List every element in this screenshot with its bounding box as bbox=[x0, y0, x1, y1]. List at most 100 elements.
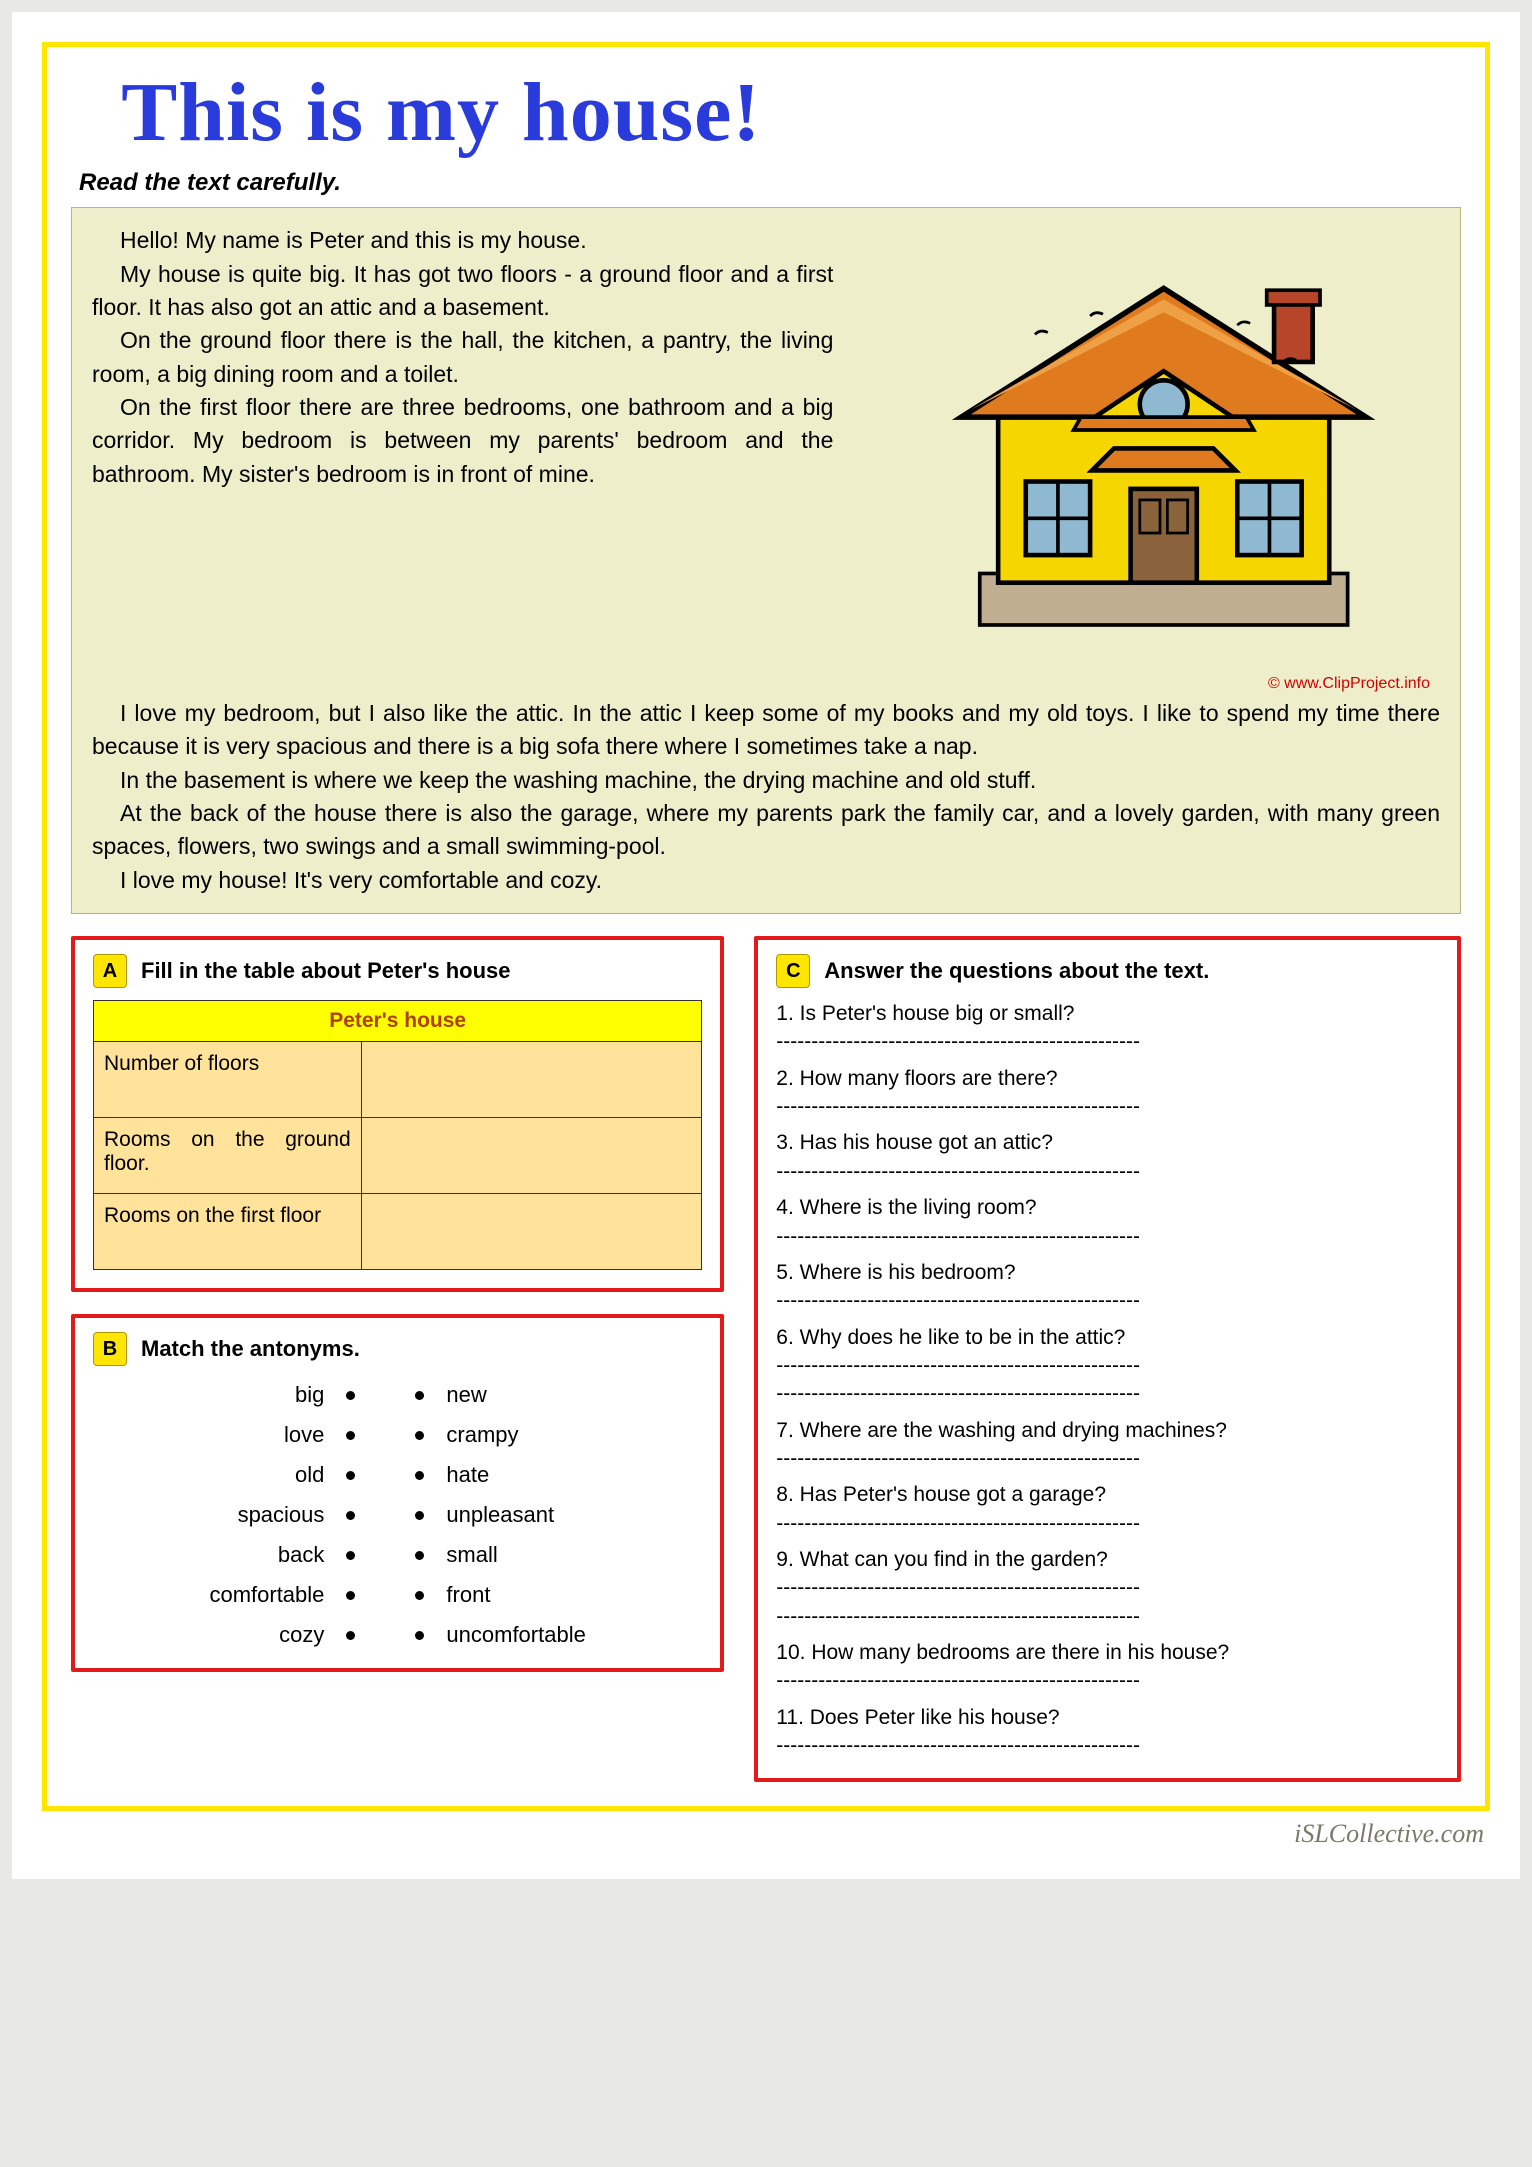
dot-icon[interactable] bbox=[415, 1591, 424, 1600]
dot-icon[interactable] bbox=[346, 1551, 355, 1560]
questions-list: 1. Is Peter's house big or small? ------… bbox=[776, 1000, 1439, 1760]
dot-icon[interactable] bbox=[415, 1631, 424, 1640]
exercises-row: A Fill in the table about Peter's house … bbox=[71, 936, 1461, 1782]
dot-icon[interactable] bbox=[415, 1511, 424, 1520]
answer-blank[interactable]: ----------------------------------------… bbox=[776, 1667, 1439, 1695]
answer-blank[interactable]: ----------------------------------------… bbox=[776, 1445, 1439, 1473]
antonym-left-item: comfortable bbox=[209, 1582, 355, 1608]
dot-icon[interactable] bbox=[346, 1391, 355, 1400]
answer-blank[interactable]: ----------------------------------------… bbox=[776, 1380, 1439, 1408]
question-item: 10. How many bedrooms are there in his h… bbox=[776, 1639, 1439, 1667]
reading-p6: In the basement is where we keep the was… bbox=[92, 764, 1440, 797]
exercises-left-column: A Fill in the table about Peter's house … bbox=[71, 936, 724, 1782]
answer-blank[interactable]: ----------------------------------------… bbox=[776, 1093, 1439, 1121]
table-header: Peter's house bbox=[94, 1001, 702, 1042]
title-column: This is my house! Read the text carefull… bbox=[71, 67, 822, 197]
panel-a: A Fill in the table about Peter's house … bbox=[71, 936, 724, 1292]
panel-b-badge: B bbox=[93, 1332, 127, 1366]
answer-blank[interactable]: ----------------------------------------… bbox=[776, 1574, 1439, 1602]
peters-house-table: Peter's house Number of floors Rooms on … bbox=[93, 1000, 702, 1270]
dot-icon[interactable] bbox=[415, 1551, 424, 1560]
question-item: 3. Has his house got an attic? bbox=[776, 1129, 1439, 1157]
antonym-right-item: front bbox=[415, 1582, 585, 1608]
dot-icon[interactable] bbox=[346, 1631, 355, 1640]
house-icon bbox=[851, 224, 1440, 665]
dot-icon[interactable] bbox=[415, 1431, 424, 1440]
reading-p4: On the first floor there are three bedro… bbox=[92, 391, 833, 491]
dot-icon[interactable] bbox=[415, 1391, 424, 1400]
antonym-left-item: spacious bbox=[209, 1502, 355, 1528]
dot-icon[interactable] bbox=[346, 1431, 355, 1440]
reading-passage: Hello! My name is Peter and this is my h… bbox=[71, 207, 1461, 914]
antonym-left-item: back bbox=[209, 1542, 355, 1568]
reading-p8: I love my house! It's very comfortable a… bbox=[92, 864, 1440, 897]
page-subtitle: Read the text carefully. bbox=[71, 169, 812, 197]
answer-blank[interactable]: ----------------------------------------… bbox=[776, 1223, 1439, 1251]
reading-p7: At the back of the house there is also t… bbox=[92, 797, 1440, 864]
panel-b: B Match the antonyms. big love old spaci… bbox=[71, 1314, 724, 1672]
answer-blank[interactable]: ----------------------------------------… bbox=[776, 1510, 1439, 1538]
header-row: This is my house! Read the text carefull… bbox=[71, 67, 1461, 197]
exercises-right-column: C Answer the questions about the text. 1… bbox=[754, 936, 1461, 1782]
table-answer-ground[interactable] bbox=[361, 1118, 702, 1194]
antonym-right-item: hate bbox=[415, 1462, 585, 1488]
antonym-right-item: crampy bbox=[415, 1422, 585, 1448]
question-item: 1. Is Peter's house big or small? bbox=[776, 1000, 1439, 1028]
table-row: Rooms on the first floor bbox=[94, 1194, 702, 1270]
reading-p1: Hello! My name is Peter and this is my h… bbox=[92, 224, 833, 257]
panel-a-badge: A bbox=[93, 954, 127, 988]
antonyms-right-list: new crampy hate unpleasant small front u… bbox=[415, 1382, 585, 1648]
reading-p5: I love my bedroom, but I also like the a… bbox=[92, 697, 1440, 764]
panel-c-title: Answer the questions about the text. bbox=[824, 958, 1209, 984]
answer-blank[interactable]: ----------------------------------------… bbox=[776, 1732, 1439, 1760]
page-title: This is my house! bbox=[71, 67, 812, 159]
table-label-ground: Rooms on the ground floor. bbox=[94, 1118, 362, 1194]
answer-blank[interactable]: ----------------------------------------… bbox=[776, 1603, 1439, 1631]
answer-blank[interactable]: ----------------------------------------… bbox=[776, 1287, 1439, 1315]
panel-a-title: Fill in the table about Peter's house bbox=[141, 958, 511, 984]
reading-left-column: Hello! My name is Peter and this is my h… bbox=[92, 224, 833, 695]
panel-b-title: Match the antonyms. bbox=[141, 1336, 360, 1362]
question-item: 7. Where are the washing and drying mach… bbox=[776, 1417, 1439, 1445]
table-row: Number of floors bbox=[94, 1042, 702, 1118]
antonym-right-item: new bbox=[415, 1382, 585, 1408]
dot-icon[interactable] bbox=[346, 1591, 355, 1600]
antonym-right-item: uncomfortable bbox=[415, 1622, 585, 1648]
yellow-border-frame: This is my house! Read the text carefull… bbox=[42, 42, 1490, 1811]
dot-icon[interactable] bbox=[346, 1471, 355, 1480]
antonym-left-item: big bbox=[209, 1382, 355, 1408]
answer-blank[interactable]: ----------------------------------------… bbox=[776, 1028, 1439, 1056]
question-item: 8. Has Peter's house got a garage? bbox=[776, 1481, 1439, 1509]
panel-c: C Answer the questions about the text. 1… bbox=[754, 936, 1461, 1782]
dot-icon[interactable] bbox=[415, 1471, 424, 1480]
table-row: Rooms on the ground floor. bbox=[94, 1118, 702, 1194]
question-item: 9. What can you find in the garden? bbox=[776, 1546, 1439, 1574]
worksheet-page: This is my house! Read the text carefull… bbox=[12, 12, 1520, 1879]
table-answer-first[interactable] bbox=[361, 1194, 702, 1270]
footer-credit: iSLCollective.com bbox=[42, 1819, 1490, 1849]
table-label-first: Rooms on the first floor bbox=[94, 1194, 362, 1270]
antonym-left-item: old bbox=[209, 1462, 355, 1488]
question-item: 11. Does Peter like his house? bbox=[776, 1704, 1439, 1732]
table-answer-floors[interactable] bbox=[361, 1042, 702, 1118]
reading-p2: My house is quite big. It has got two fl… bbox=[92, 258, 833, 325]
antonym-left-item: cozy bbox=[209, 1622, 355, 1648]
antonyms-left-list: big love old spacious back comfortable c… bbox=[209, 1382, 355, 1648]
answer-blank[interactable]: ----------------------------------------… bbox=[776, 1158, 1439, 1186]
antonym-right-item: small bbox=[415, 1542, 585, 1568]
dot-icon[interactable] bbox=[346, 1511, 355, 1520]
question-item: 4. Where is the living room? bbox=[776, 1194, 1439, 1222]
answer-blank[interactable]: ----------------------------------------… bbox=[776, 1352, 1439, 1380]
antonym-left-item: love bbox=[209, 1422, 355, 1448]
question-item: 6. Why does he like to be in the attic? bbox=[776, 1324, 1439, 1352]
panel-c-badge: C bbox=[776, 954, 810, 988]
table-label-floors: Number of floors bbox=[94, 1042, 362, 1118]
question-item: 5. Where is his bedroom? bbox=[776, 1259, 1439, 1287]
antonyms-match: big love old spacious back comfortable c… bbox=[93, 1378, 702, 1650]
question-item: 2. How many floors are there? bbox=[776, 1065, 1439, 1093]
antonym-right-item: unpleasant bbox=[415, 1502, 585, 1528]
reading-p3: On the ground floor there is the hall, t… bbox=[92, 324, 833, 391]
reading-full-width: I love my bedroom, but I also like the a… bbox=[92, 697, 1440, 897]
house-illustration-column: © www.ClipProject.info bbox=[851, 224, 1440, 695]
image-attribution: © www.ClipProject.info bbox=[1268, 672, 1430, 695]
